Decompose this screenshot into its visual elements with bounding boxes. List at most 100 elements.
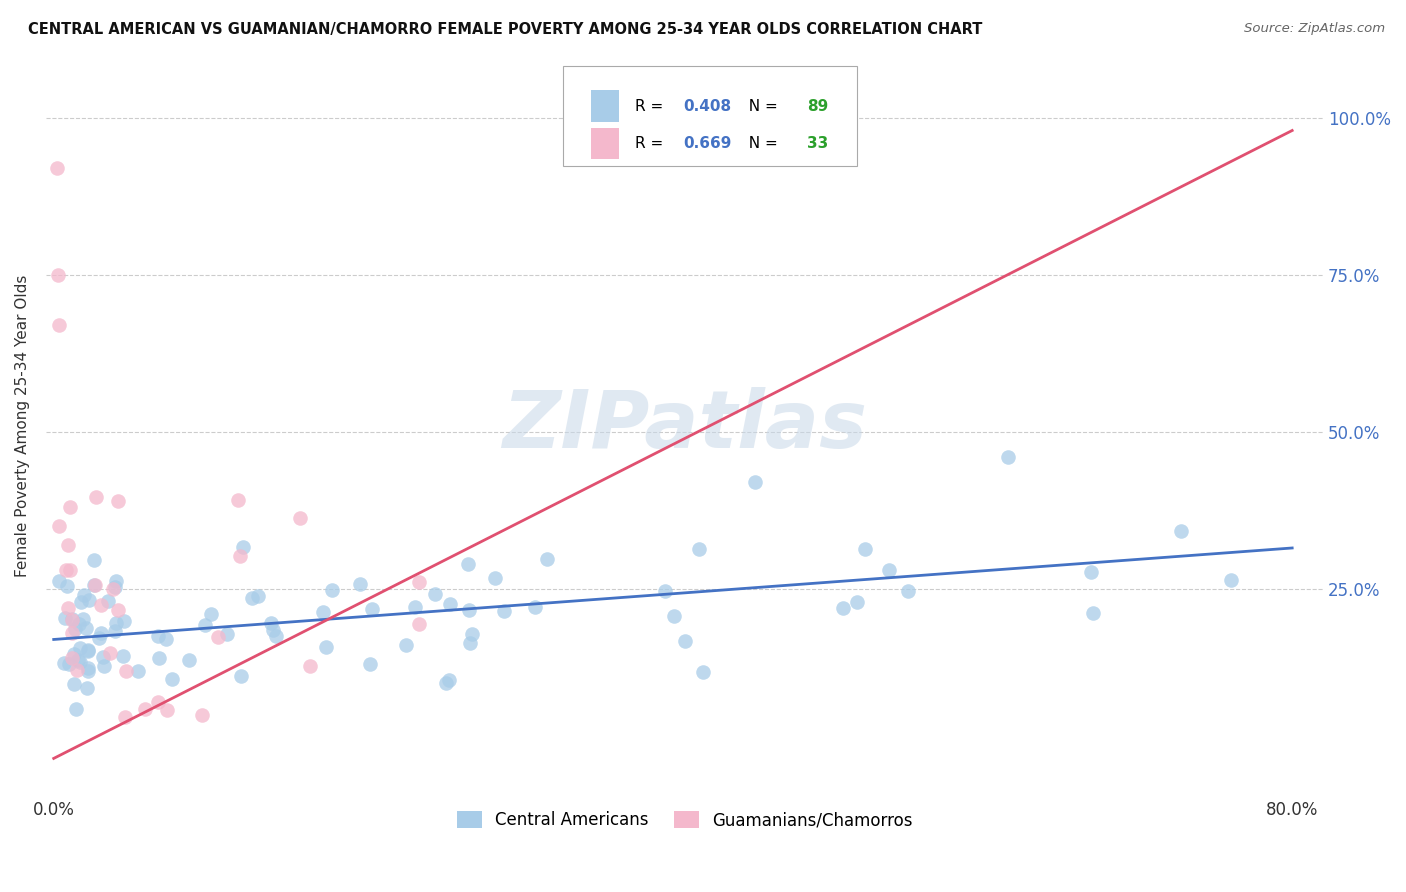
Text: CENTRAL AMERICAN VS GUAMANIAN/CHAMORRO FEMALE POVERTY AMONG 25-34 YEAR OLDS CORR: CENTRAL AMERICAN VS GUAMANIAN/CHAMORRO F… [28,22,983,37]
Point [72,612,94,626]
Point [217,627,239,641]
Point [69,595,91,609]
Point [48,519,70,533]
Point [662,608,685,623]
Text: Source: ZipAtlas.com: Source: ZipAtlas.com [1244,22,1385,36]
Point [60,613,83,627]
Point [55,578,77,592]
Point [298,659,321,673]
Point [229,549,252,563]
Point [457,557,479,571]
Point [91,649,114,664]
Point [484,572,506,586]
Point [114,710,136,724]
Point [89,632,111,646]
Point [59,563,82,577]
Point [105,574,128,589]
Text: 33: 33 [807,136,828,151]
Point [156,703,179,717]
Point [155,632,177,646]
Point [408,575,430,590]
Point [104,624,127,639]
Point [134,702,156,716]
Point [349,577,371,591]
Point [69,656,91,670]
Point [93,659,115,673]
Point [77,644,100,658]
Point [359,657,381,671]
Point [63,622,86,636]
Text: 0.669: 0.669 [683,136,731,151]
Point [312,605,335,619]
FancyBboxPatch shape [564,66,858,166]
Point [262,623,284,637]
FancyBboxPatch shape [592,128,620,159]
Point [58,657,80,672]
Point [76,681,98,695]
Text: ZIPatlas: ZIPatlas [502,386,868,465]
Text: N =: N = [740,136,783,151]
Point [112,614,135,628]
Point [997,450,1019,464]
FancyBboxPatch shape [592,90,620,121]
Point [458,636,481,650]
Point [877,563,900,577]
Point [77,643,100,657]
Point [73,588,96,602]
Point [127,664,149,678]
Text: R =: R = [634,136,668,151]
Text: 89: 89 [807,98,828,113]
Point [107,494,129,508]
Point [536,551,558,566]
Point [692,665,714,680]
Point [107,603,129,617]
Point [77,664,100,678]
Point [69,641,91,656]
Point [46,161,69,176]
Point [240,591,263,605]
Point [404,599,426,614]
Point [46,268,69,282]
Point [232,541,254,555]
Point [65,702,87,716]
Point [523,599,546,614]
Text: N =: N = [740,98,783,113]
Point [190,708,212,723]
Point [53,611,76,625]
Point [408,616,430,631]
Point [62,677,84,691]
Point [1081,607,1104,621]
Point [63,647,86,661]
Point [494,604,516,618]
Point [98,647,121,661]
Point [395,638,418,652]
Point [55,563,77,577]
Point [461,627,484,641]
Point [288,511,311,525]
Point [264,629,287,643]
Point [229,669,252,683]
Point [83,578,105,592]
Point [53,656,76,670]
Point [60,651,83,665]
Point [104,580,127,594]
Point [83,553,105,567]
Point [361,602,384,616]
Point [84,490,107,504]
Point [160,672,183,686]
Point [83,577,105,591]
Point [425,587,447,601]
Point [744,475,766,490]
Point [66,653,89,667]
Point [90,626,112,640]
Point [48,574,70,588]
Point [60,625,83,640]
Point [58,538,80,552]
Point [66,663,89,677]
Point [67,617,90,632]
Point [194,618,217,632]
Point [56,600,79,615]
Point [97,594,120,608]
Point [1170,524,1192,538]
Y-axis label: Female Poverty Among 25-34 Year Olds: Female Poverty Among 25-34 Year Olds [15,275,30,577]
